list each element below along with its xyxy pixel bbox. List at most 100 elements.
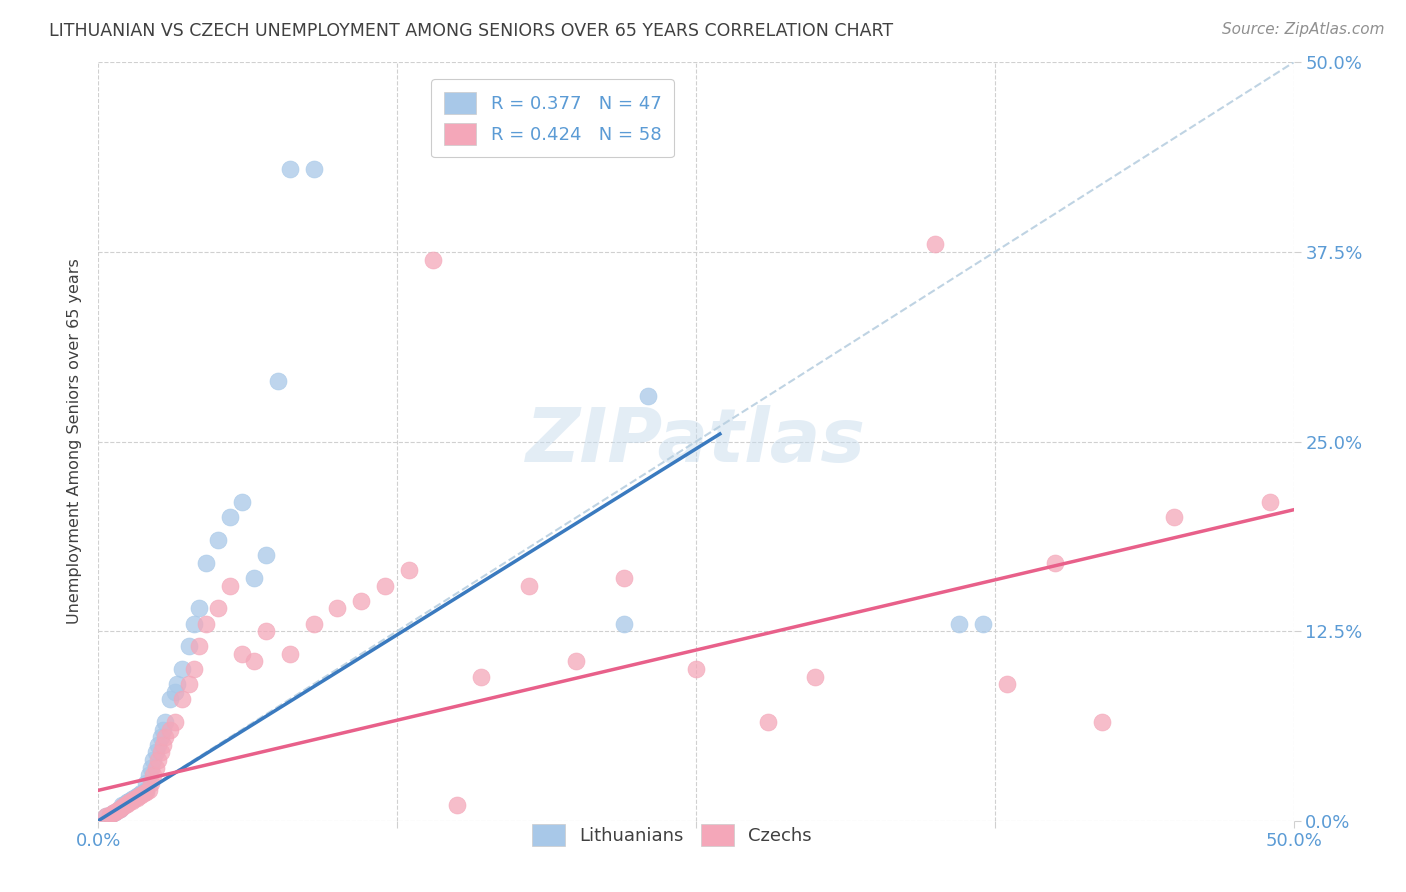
Point [128,788,150,802]
Point [135,776,157,790]
Point [94,809,117,823]
Point [98,807,122,822]
Point [302,616,325,631]
Point [756,715,779,730]
Point [207,601,229,615]
Point [104,805,127,819]
Point [231,495,253,509]
Point [124,792,146,806]
Point [98,807,122,822]
Point [685,662,707,676]
Point [1163,510,1185,524]
Point [374,579,396,593]
Point [278,647,301,661]
Point [132,786,155,800]
Point [243,571,266,585]
Point [107,803,129,817]
Point [254,548,277,563]
Point [278,161,301,176]
Point [142,753,165,767]
Point [115,797,138,811]
Point [219,510,242,524]
Point [152,723,174,737]
Point [135,785,157,799]
Point [149,730,172,744]
Point [108,801,131,815]
Point [125,789,148,804]
Text: Source: ZipAtlas.com: Source: ZipAtlas.com [1222,22,1385,37]
Y-axis label: Unemployment Among Seniors over 65 years: Unemployment Among Seniors over 65 years [67,259,83,624]
Point [804,669,827,683]
Point [179,639,201,653]
Point [159,723,181,737]
Text: ZIPatlas: ZIPatlas [526,405,866,478]
Point [118,796,141,810]
Point [139,760,162,774]
Point [115,796,138,810]
Point [1043,556,1066,570]
Point [114,797,136,811]
Point [948,616,970,631]
Point [155,715,177,730]
Point [231,647,253,661]
Point [1091,715,1114,730]
Point [138,768,160,782]
Point [131,786,153,800]
Point [139,776,162,790]
Point [267,374,290,388]
Point [135,783,157,797]
Point [166,677,188,691]
Point [101,806,124,821]
Point [159,692,181,706]
Point [219,579,242,593]
Point [1258,495,1281,509]
Point [121,792,143,806]
Point [101,806,124,821]
Point [172,662,194,676]
Point [187,639,209,653]
Point [114,798,136,813]
Point [128,789,150,804]
Point [183,616,205,631]
Point [613,616,636,631]
Point [195,556,218,570]
Point [163,715,186,730]
Point [187,601,209,615]
Point [94,809,117,823]
Point [148,753,170,767]
Point [131,788,153,802]
Point [183,662,205,676]
Point [972,616,994,631]
Point [565,655,588,669]
Point [138,783,160,797]
Point [350,594,373,608]
Legend: Lithuanians, Czechs: Lithuanians, Czechs [524,817,820,854]
Point [125,791,148,805]
Point [995,677,1018,691]
Point [470,669,492,683]
Point [145,760,167,774]
Point [254,624,277,639]
Point [111,800,134,814]
Point [422,252,444,267]
Point [124,791,146,805]
Point [613,571,636,585]
Point [104,805,127,819]
Point [398,564,420,578]
Point [243,655,266,669]
Point [924,237,946,252]
Point [111,800,134,814]
Point [118,794,141,808]
Point [142,768,165,782]
Point [302,161,325,176]
Point [107,803,129,817]
Point [108,801,131,815]
Point [132,785,155,799]
Point [446,798,468,813]
Point [172,692,194,706]
Point [149,746,172,760]
Point [145,746,167,760]
Point [195,616,218,631]
Point [179,677,201,691]
Point [163,685,186,699]
